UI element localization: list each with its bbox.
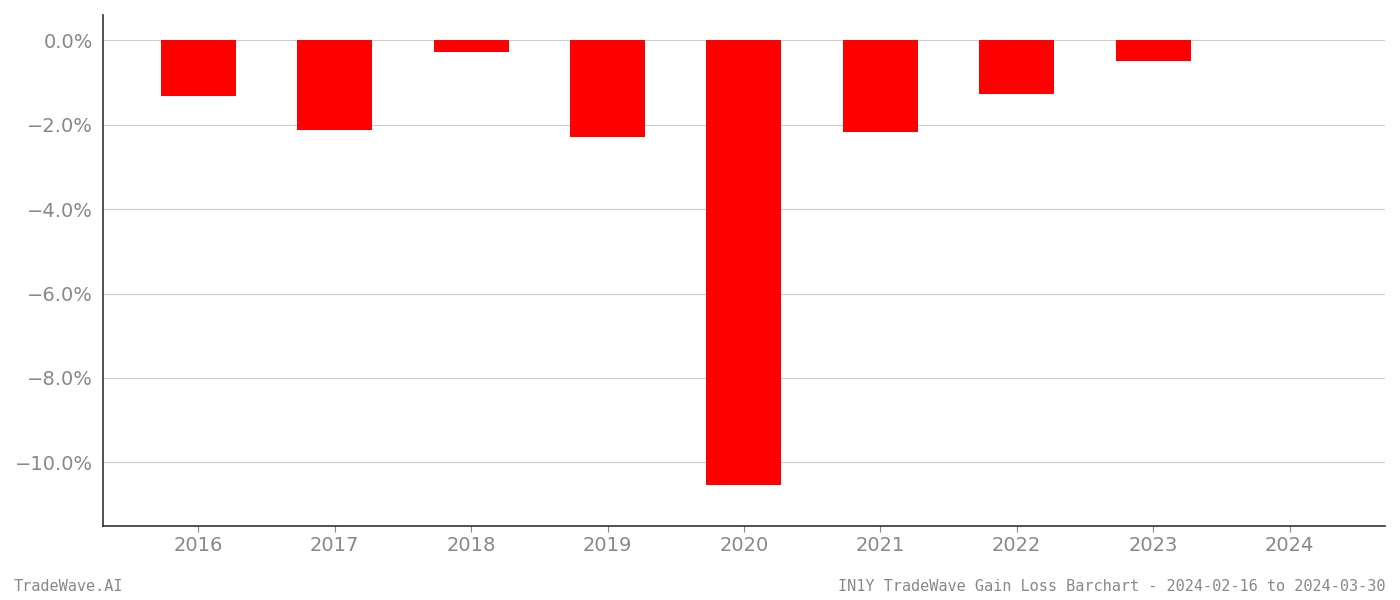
Bar <box>161 40 235 96</box>
Bar <box>979 40 1054 94</box>
Bar <box>434 40 508 52</box>
Bar <box>707 40 781 485</box>
Text: IN1Y TradeWave Gain Loss Barchart - 2024-02-16 to 2024-03-30: IN1Y TradeWave Gain Loss Barchart - 2024… <box>839 579 1386 594</box>
Bar <box>297 40 372 130</box>
Text: TradeWave.AI: TradeWave.AI <box>14 579 123 594</box>
Bar <box>1116 40 1190 61</box>
Bar <box>570 40 645 137</box>
Bar <box>843 40 918 133</box>
